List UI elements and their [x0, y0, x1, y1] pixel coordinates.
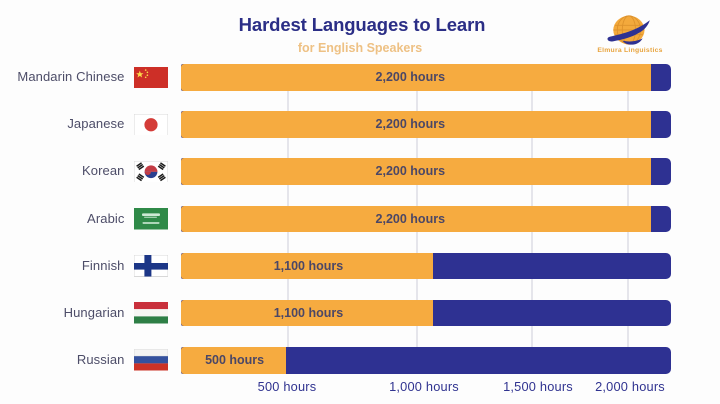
svg-text:Elmura Linguistics: Elmura Linguistics [597, 47, 662, 54]
